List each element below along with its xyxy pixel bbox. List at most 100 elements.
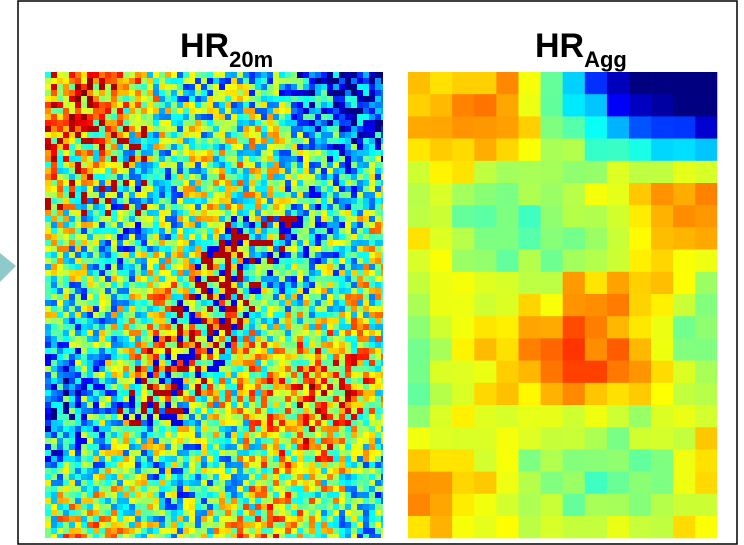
pixel	[195, 384, 201, 390]
pixel	[45, 270, 51, 276]
pixel	[255, 276, 261, 282]
pixel	[69, 270, 75, 276]
pixel	[189, 126, 195, 132]
pixel	[651, 472, 673, 495]
pixel	[135, 384, 141, 390]
pixel	[651, 316, 673, 339]
pixel	[57, 102, 63, 108]
pixel	[99, 438, 105, 444]
pixel	[57, 432, 63, 438]
pixel	[207, 138, 213, 144]
pixel	[339, 456, 345, 462]
pixel	[243, 282, 249, 288]
pixel	[153, 228, 159, 234]
pixel	[69, 72, 75, 78]
pixel	[369, 144, 375, 150]
pixel	[213, 126, 219, 132]
pixel	[267, 420, 273, 426]
pixel	[105, 288, 111, 294]
pixel	[105, 396, 111, 402]
pixel	[231, 204, 237, 210]
pixel	[351, 72, 357, 78]
pixel	[291, 498, 297, 504]
pixel	[153, 486, 159, 492]
pixel	[249, 402, 255, 408]
pixel	[309, 276, 315, 282]
pixel	[267, 210, 273, 216]
pixel	[345, 228, 351, 234]
pixel	[123, 312, 129, 318]
pixel	[159, 444, 165, 450]
pixel	[129, 204, 135, 210]
pixel	[63, 456, 69, 462]
pixel	[105, 132, 111, 138]
pixel	[327, 90, 333, 96]
pixel	[225, 168, 231, 174]
pixel	[159, 348, 165, 354]
pixel	[57, 492, 63, 498]
pixel	[629, 72, 651, 95]
pixel	[135, 216, 141, 222]
pixel	[201, 312, 207, 318]
pixel	[201, 324, 207, 330]
pixel	[123, 252, 129, 258]
pixel	[105, 186, 111, 192]
pixel	[81, 252, 87, 258]
pixel	[496, 139, 518, 162]
pixel	[273, 492, 279, 498]
pixel	[695, 272, 717, 295]
pixel	[99, 288, 105, 294]
pixel	[213, 510, 219, 516]
pixel	[189, 432, 195, 438]
pixel	[430, 116, 452, 138]
pixel	[87, 108, 93, 114]
pixel	[135, 120, 141, 126]
pixel	[75, 282, 81, 288]
pixel	[213, 534, 219, 538]
pixel	[111, 408, 117, 414]
pixel	[255, 180, 261, 186]
pixel	[135, 486, 141, 492]
pixel	[519, 383, 541, 406]
pixel	[267, 126, 273, 132]
pixel	[297, 438, 303, 444]
pixel	[45, 204, 51, 210]
pixel	[363, 492, 369, 498]
pixel	[219, 486, 225, 492]
pixel	[219, 336, 225, 342]
pixel	[177, 312, 183, 318]
pixel	[69, 504, 75, 510]
pixel	[541, 316, 563, 339]
pixel	[321, 300, 327, 306]
pixel	[315, 456, 321, 462]
pixel	[171, 360, 177, 366]
pixel	[207, 288, 213, 294]
pixel	[297, 234, 303, 240]
pixel	[629, 361, 651, 384]
pixel	[213, 516, 219, 522]
pixel	[321, 414, 327, 420]
pixel	[333, 270, 339, 276]
pixel	[189, 498, 195, 504]
pixel	[45, 534, 51, 538]
pixel	[279, 246, 285, 252]
pixel	[629, 338, 651, 361]
pixel	[267, 252, 273, 258]
pixel	[207, 240, 213, 246]
pixel	[111, 474, 117, 480]
pixel	[219, 96, 225, 102]
pixel	[147, 396, 153, 402]
pixel	[315, 102, 321, 108]
pixel	[207, 276, 213, 282]
pixel	[183, 456, 189, 462]
pixel	[63, 492, 69, 498]
pixel	[165, 294, 171, 300]
pixel	[309, 126, 315, 132]
pixel	[315, 228, 321, 234]
pixel	[135, 354, 141, 360]
pixel	[93, 300, 99, 306]
pixel	[117, 486, 123, 492]
pixel	[87, 126, 93, 132]
pixel	[159, 402, 165, 408]
pixel	[111, 234, 117, 240]
